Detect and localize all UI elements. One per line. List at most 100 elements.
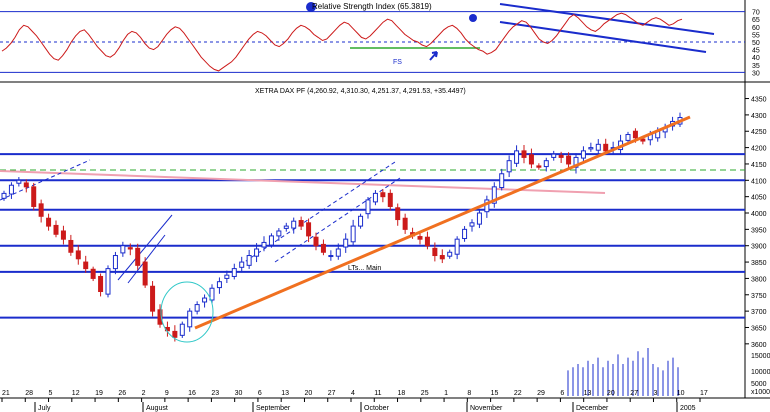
x-tick-label: 2 — [142, 390, 146, 397]
x-month-label: 2005 — [680, 405, 696, 412]
x-tick-label: 8 — [467, 390, 471, 397]
candle-body — [150, 285, 156, 312]
candle-body — [462, 228, 468, 240]
candle-body — [447, 251, 453, 257]
candle-body — [16, 179, 22, 184]
candle-body — [172, 330, 178, 338]
x-month-label: September — [256, 405, 291, 412]
candle-body — [38, 203, 44, 217]
candle-body — [603, 143, 609, 152]
x-tick-label: 6 — [560, 390, 564, 397]
rsi-tick-label: 45 — [752, 48, 760, 55]
price-tick-label: 4250 — [751, 129, 767, 136]
candle-body — [387, 192, 393, 207]
candle-body — [127, 247, 133, 250]
candle-body — [202, 297, 208, 303]
rsi-tick-label: 40 — [752, 55, 760, 62]
candle-body — [179, 323, 185, 336]
x-tick-label: 13 — [584, 390, 592, 397]
candle-body — [216, 281, 222, 289]
candle-body — [335, 248, 341, 257]
x-tick-label: 27 — [630, 390, 638, 397]
rsi-title: Relative Strength Index (65.3819) — [312, 2, 432, 11]
candle-body — [90, 268, 96, 279]
trendline-annotation: LTs... Main — [348, 265, 381, 272]
x-tick-label: 23 — [211, 390, 219, 397]
candle-body — [239, 261, 245, 268]
candle-body — [454, 238, 460, 255]
candle-body — [491, 186, 497, 204]
x-tick-label: 6 — [258, 390, 262, 397]
candle-body — [68, 239, 74, 253]
candle-body — [543, 160, 549, 168]
candle-body — [469, 222, 475, 227]
candle-body — [135, 247, 141, 266]
blue-solid-wedge-2 — [127, 234, 166, 284]
candle-body — [625, 134, 631, 141]
x-tick-label: 3 — [653, 390, 657, 397]
x-month-label: July — [38, 405, 51, 412]
x-tick-label: 19 — [95, 390, 103, 397]
x-tick-label: 20 — [304, 390, 312, 397]
candle-body — [551, 153, 557, 158]
price-tick-label: 4050 — [751, 195, 767, 202]
candle-body — [632, 130, 638, 139]
price-panel: 4350 4300 4250 4200 4150 4100 4050 4000 3950 3900… — [0, 82, 770, 399]
candle-body — [194, 304, 200, 312]
rsi-marker-top — [306, 2, 316, 12]
x-tick-label: 20 — [607, 390, 615, 397]
candle-body — [246, 255, 252, 266]
candle-body — [53, 224, 59, 235]
candle-body — [98, 275, 104, 293]
candle-body — [31, 186, 37, 207]
candle-body — [343, 238, 349, 248]
price-tick-label: 4200 — [751, 146, 767, 153]
rsi-tick-label: 50 — [752, 40, 760, 47]
rsi-trend-channel-top — [499, 3, 715, 35]
x-tick-label: 26 — [118, 390, 126, 397]
candle-body — [566, 155, 572, 165]
candle-body — [528, 154, 534, 165]
rsi-tick-label: 35 — [752, 63, 760, 70]
x-tick-label: 28 — [25, 390, 33, 397]
price-tick-label: 4150 — [751, 162, 767, 169]
price-tick-label: 3850 — [751, 260, 767, 267]
candle-body — [506, 160, 512, 173]
candle-body — [372, 192, 378, 203]
candle-body — [276, 230, 282, 237]
candle-body — [558, 154, 564, 158]
candle-body — [417, 236, 423, 240]
rsi-tick-label: 55 — [752, 32, 760, 39]
rsi-series-line — [1, 12, 683, 72]
x-tick-label: 9 — [165, 390, 169, 397]
candle-body — [588, 147, 594, 150]
candle-body — [328, 255, 334, 258]
candle-body — [157, 309, 163, 325]
candle-body — [358, 215, 364, 227]
price-tick-label: 4000 — [751, 211, 767, 218]
price-tick-label: 4300 — [751, 113, 767, 120]
price-title: XETRA DAX PF (4,260.92, 4,310.30, 4,251.… — [255, 88, 466, 95]
x-tick-label: 27 — [328, 390, 336, 397]
candle-body — [536, 165, 542, 168]
cyan-bottom-circle — [160, 281, 214, 343]
candle-body — [46, 217, 52, 227]
orange-main-trendline — [194, 115, 691, 330]
x-tick-label: 29 — [537, 390, 545, 397]
candle-body — [350, 225, 356, 243]
x-tick-label: 15 — [491, 390, 499, 397]
candle-body — [306, 222, 312, 237]
candle-body — [1, 192, 7, 199]
candle-body — [298, 220, 304, 227]
x-tick-label: 30 — [235, 390, 243, 397]
x-tick-label: 5 — [49, 390, 53, 397]
price-tick-label: 4100 — [751, 178, 767, 185]
candle-body — [514, 150, 520, 164]
rsi-tick-label: 70 — [752, 10, 760, 17]
blue-dashed-channel-2 — [239, 161, 396, 266]
rsi-tick-label: 30 — [752, 70, 760, 77]
price-tick-label: 3650 — [751, 325, 767, 332]
x-tick-label: 18 — [398, 390, 406, 397]
